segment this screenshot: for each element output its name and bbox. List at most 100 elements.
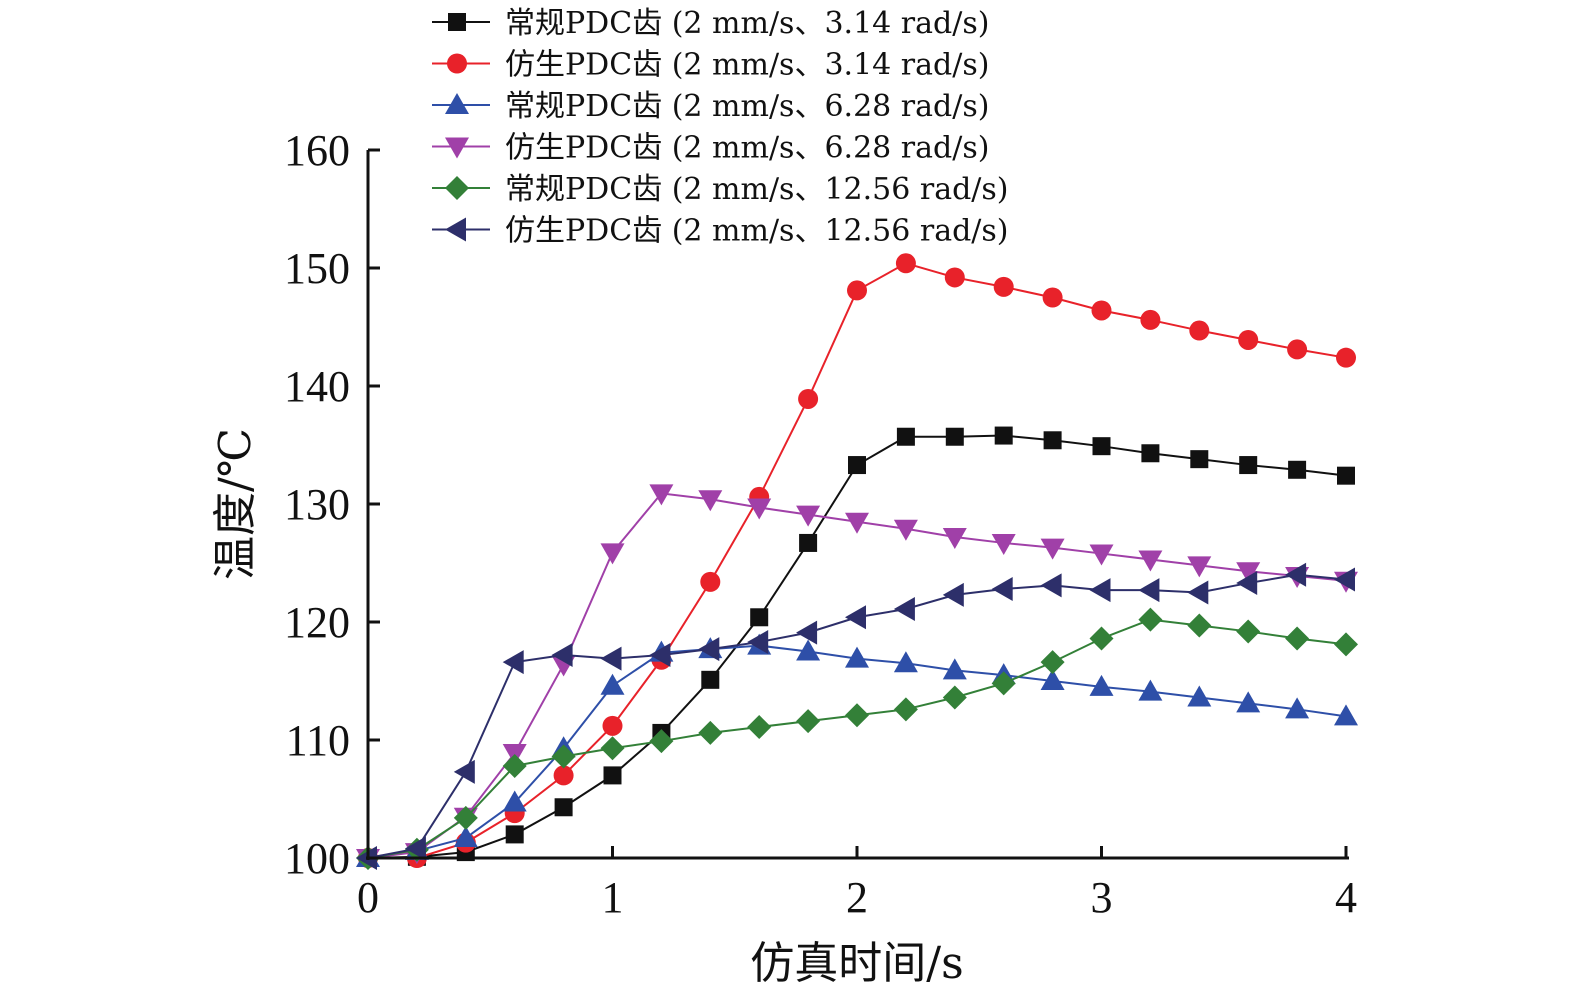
data-point [991,576,1013,601]
data-point [796,709,821,734]
data-point [747,630,769,655]
data-point [1089,578,1111,603]
data-point [991,533,1016,555]
data-point [1285,697,1310,719]
data-point [847,280,867,301]
legend-item: 常规PDC齿 (2 mm/s、3.14 rad/s) [432,6,989,41]
data-point [554,798,573,817]
y-ticks: 100 110 120 130 140 150 160 [284,126,380,883]
data-point [1236,619,1261,644]
data-point [1334,704,1358,726]
data-point [698,490,723,512]
data-point [1040,650,1065,675]
data-point [747,498,772,520]
data-point [698,637,720,662]
data-point [404,836,426,861]
data-point [1138,578,1160,603]
y-tick-label: 100 [284,834,350,883]
data-point [553,765,574,786]
data-point [1089,674,1114,696]
data-point [1337,466,1355,485]
data-point [747,715,772,740]
data-point [991,671,1016,696]
series-5 [356,562,1355,870]
data-point [453,805,478,830]
data-point [1285,562,1307,587]
data-point [1089,626,1114,651]
data-point [893,697,918,722]
data-point [896,427,915,446]
data-point [700,571,721,592]
x-axis-title: 仿真时间/s [750,938,963,989]
data-point [603,766,622,785]
data-point [1189,320,1210,341]
data-point [1040,669,1065,690]
legend-marker [445,217,466,242]
data-point [1238,329,1259,350]
data-point [1141,444,1160,463]
data-point [798,388,819,409]
data-point [994,426,1013,445]
data-point [453,825,478,847]
data-point [945,427,964,446]
data-point [649,643,671,668]
data-point [845,703,869,728]
data-point [701,670,720,689]
legend-item: 仿生PDC齿 (2 mm/s、6.28 rad/s) [432,131,989,166]
data-point [1287,339,1308,360]
legend-marker [447,53,467,74]
data-point [1040,538,1065,560]
data-point [1334,632,1358,657]
data-point [845,646,869,668]
y-tick-label: 140 [284,362,350,411]
data-point [602,715,623,736]
data-point [600,543,625,565]
data-point [893,519,918,541]
y-tick-label: 110 [286,716,350,765]
data-point [944,267,965,288]
data-point [1288,460,1307,479]
data-point [1187,556,1212,578]
data-point [942,582,964,607]
data-point [796,639,821,661]
data-point [1236,571,1258,596]
y-tick-label: 160 [284,126,350,175]
legend-item: 仿生PDC齿 (2 mm/s、12.56 rad/s) [432,214,1009,249]
legend-label: 仿生PDC齿 (2 mm/s、12.56 rad/s) [505,214,1009,249]
data-point [895,253,916,274]
data-point [893,651,918,673]
x-tick-label: 4 [1335,873,1357,922]
legend-marker [445,137,469,159]
data-point [942,528,967,550]
data-point [1092,437,1111,456]
x-tick-label: 3 [1091,873,1113,922]
data-point [993,276,1014,297]
data-point [1336,347,1356,368]
data-point [1239,456,1258,475]
x-ticks: 0 1 2 3 4 [357,846,1357,922]
data-point [698,720,723,745]
legend-marker [445,93,469,114]
data-point [1236,562,1261,584]
data-point [1236,691,1261,713]
data-point [1043,431,1062,450]
y-tick-label: 150 [284,244,350,293]
legend-item: 仿生PDC齿 (2 mm/s、3.14 rad/s) [432,48,989,83]
y-axis-title: 温度/℃ [210,428,261,580]
data-point [1190,450,1209,469]
data-point [796,620,818,645]
data-point [1140,309,1161,330]
data-point [796,505,821,527]
x-tick-label: 2 [846,873,868,922]
data-point [1187,685,1212,707]
data-point [1187,580,1209,605]
legend-label: 常规PDC齿 (2 mm/s、6.28 rad/s) [505,89,989,124]
data-point [893,597,915,622]
data-point [750,608,769,627]
legend-label: 仿生PDC齿 (2 mm/s、6.28 rad/s) [505,131,989,166]
data-point [1138,679,1163,701]
data-point [1138,607,1163,632]
plot-lines [356,253,1358,870]
data-point [600,736,625,761]
y-tick-label: 130 [284,480,350,529]
